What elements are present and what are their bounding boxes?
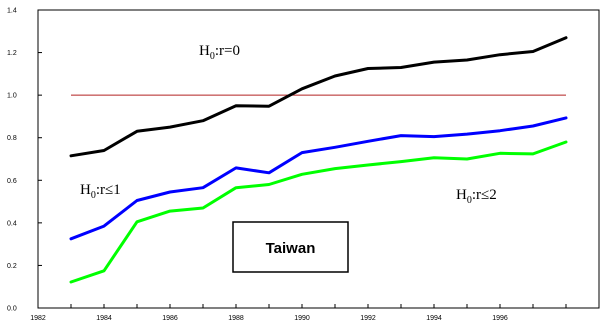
annotation-h0-r2: H0:r≤2 — [456, 187, 497, 206]
x-tick-label: 1982 — [30, 315, 46, 321]
x-axis: 1982 1984 1986 1988 1990 1992 1994 1996 — [30, 304, 567, 321]
annotation-h0-r0: H0:r=0 — [199, 43, 240, 62]
country-label: Taiwan — [266, 240, 316, 257]
y-tick-label: 0.4 — [7, 220, 17, 227]
x-tick-label: 1994 — [426, 315, 442, 321]
y-tick-label: 0.8 — [7, 135, 17, 142]
y-tick-label: 1.0 — [7, 93, 17, 100]
annotation-h0-r1: H0:r≤1 — [80, 182, 121, 201]
y-tick-label: 0.6 — [7, 178, 17, 185]
x-tick-label: 1992 — [360, 315, 376, 321]
series-line-1 — [69, 116, 568, 241]
x-tick-label: 1988 — [228, 315, 244, 321]
y-axis: 0.0 0.2 0.4 0.6 0.8 1.0 1.2 1.4 — [7, 8, 42, 313]
series-line-2 — [69, 140, 568, 284]
y-tick-label: 1.4 — [7, 8, 17, 15]
series-layer — [69, 36, 568, 284]
x-tick-label: 1990 — [294, 315, 310, 321]
x-tick-label: 1986 — [162, 315, 178, 321]
plot-frame — [37, 9, 600, 309]
y-tick-label: 0.2 — [7, 263, 17, 270]
x-tick-label: 1984 — [96, 315, 112, 321]
country-label-box — [232, 221, 349, 273]
y-tick-label: 0.0 — [7, 306, 17, 313]
series-line-0 — [69, 36, 568, 158]
y-tick-label: 1.2 — [7, 50, 17, 57]
x-tick-label: 1996 — [492, 315, 508, 321]
